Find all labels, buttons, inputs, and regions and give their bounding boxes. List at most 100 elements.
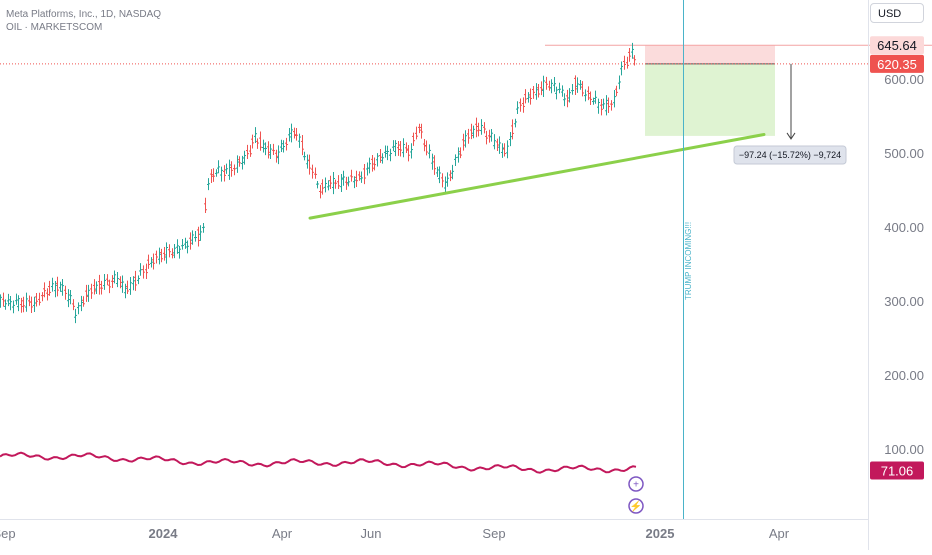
candle[interactable]: [12, 300, 15, 314]
candle[interactable]: [38, 292, 41, 306]
candle[interactable]: [373, 157, 376, 171]
candle[interactable]: [587, 86, 590, 101]
candle[interactable]: [9, 296, 12, 311]
candle[interactable]: [345, 176, 348, 190]
currency-button[interactable]: USD: [870, 3, 924, 23]
candle[interactable]: [490, 129, 493, 142]
candle[interactable]: [20, 297, 23, 313]
candle[interactable]: [516, 101, 519, 114]
stop-zone[interactable]: [645, 45, 775, 64]
candle[interactable]: [158, 247, 161, 265]
candle[interactable]: [64, 285, 67, 300]
candle[interactable]: [111, 275, 114, 288]
candle[interactable]: [615, 85, 618, 97]
candle[interactable]: [449, 170, 452, 182]
candle[interactable]: [529, 88, 532, 105]
candle[interactable]: [324, 177, 327, 193]
candle[interactable]: [262, 139, 265, 153]
candle[interactable]: [217, 160, 220, 174]
candle[interactable]: [87, 284, 90, 302]
candle[interactable]: [602, 98, 605, 109]
support-trendline[interactable]: [308, 133, 766, 220]
candle[interactable]: [561, 85, 564, 97]
candle[interactable]: [207, 178, 210, 191]
candle[interactable]: [35, 293, 38, 307]
candle[interactable]: [228, 159, 231, 180]
candle[interactable]: [410, 143, 413, 159]
candle[interactable]: [61, 279, 64, 296]
candle[interactable]: [178, 245, 181, 259]
candle[interactable]: [7, 293, 10, 307]
candle[interactable]: [366, 162, 369, 176]
candle[interactable]: [142, 265, 145, 279]
candle[interactable]: [535, 83, 538, 100]
candle[interactable]: [254, 127, 257, 144]
candle[interactable]: [628, 47, 631, 62]
candle[interactable]: [168, 244, 171, 258]
candle[interactable]: [30, 296, 33, 313]
candle[interactable]: [80, 295, 83, 312]
candle[interactable]: [124, 283, 127, 299]
candle[interactable]: [633, 55, 636, 66]
candle[interactable]: [56, 276, 59, 297]
candle[interactable]: [389, 148, 392, 162]
candle[interactable]: [51, 277, 54, 292]
candle[interactable]: [282, 140, 285, 153]
candle[interactable]: [376, 153, 379, 167]
candle[interactable]: [74, 308, 77, 324]
candle[interactable]: [600, 98, 603, 116]
candle[interactable]: [277, 145, 280, 165]
candle[interactable]: [350, 169, 353, 182]
candle[interactable]: [316, 180, 319, 189]
candle[interactable]: [496, 138, 499, 151]
candle[interactable]: [129, 276, 132, 295]
candle[interactable]: [82, 296, 85, 307]
candle[interactable]: [415, 126, 418, 140]
candle[interactable]: [220, 166, 223, 182]
candle[interactable]: [77, 302, 80, 315]
candle[interactable]: [155, 250, 158, 264]
candle[interactable]: [285, 137, 288, 151]
candle[interactable]: [272, 143, 275, 156]
candle[interactable]: [386, 145, 389, 161]
candle[interactable]: [264, 142, 267, 156]
lightning-icon[interactable]: ⚡: [628, 498, 644, 514]
candle[interactable]: [59, 281, 62, 292]
candle[interactable]: [303, 151, 306, 161]
candle[interactable]: [17, 295, 20, 312]
candle[interactable]: [150, 257, 153, 268]
candle[interactable]: [618, 75, 621, 90]
candle[interactable]: [511, 119, 514, 140]
candle[interactable]: [194, 230, 197, 242]
candle[interactable]: [108, 279, 111, 294]
candle[interactable]: [225, 163, 228, 174]
candle[interactable]: [446, 172, 449, 187]
candle[interactable]: [246, 144, 249, 159]
candle[interactable]: [610, 100, 613, 111]
candle[interactable]: [301, 134, 304, 156]
candle[interactable]: [54, 281, 57, 298]
candle[interactable]: [223, 165, 226, 182]
candle[interactable]: [139, 263, 142, 276]
candle[interactable]: [402, 138, 405, 158]
candle[interactable]: [360, 171, 363, 183]
candle[interactable]: [425, 140, 428, 156]
candle[interactable]: [381, 153, 384, 164]
candle[interactable]: [418, 123, 421, 134]
candle[interactable]: [392, 140, 395, 152]
candle[interactable]: [15, 293, 18, 305]
candle[interactable]: [106, 274, 109, 286]
candle[interactable]: [4, 299, 7, 310]
candle[interactable]: [184, 237, 187, 249]
candle[interactable]: [306, 154, 309, 169]
candle[interactable]: [22, 296, 25, 313]
candle[interactable]: [589, 91, 592, 106]
candle[interactable]: [584, 89, 587, 102]
oil-series-line[interactable]: [0, 451, 637, 474]
candle[interactable]: [613, 89, 616, 108]
candle[interactable]: [41, 292, 44, 302]
candle[interactable]: [288, 128, 291, 142]
candle[interactable]: [623, 55, 626, 70]
